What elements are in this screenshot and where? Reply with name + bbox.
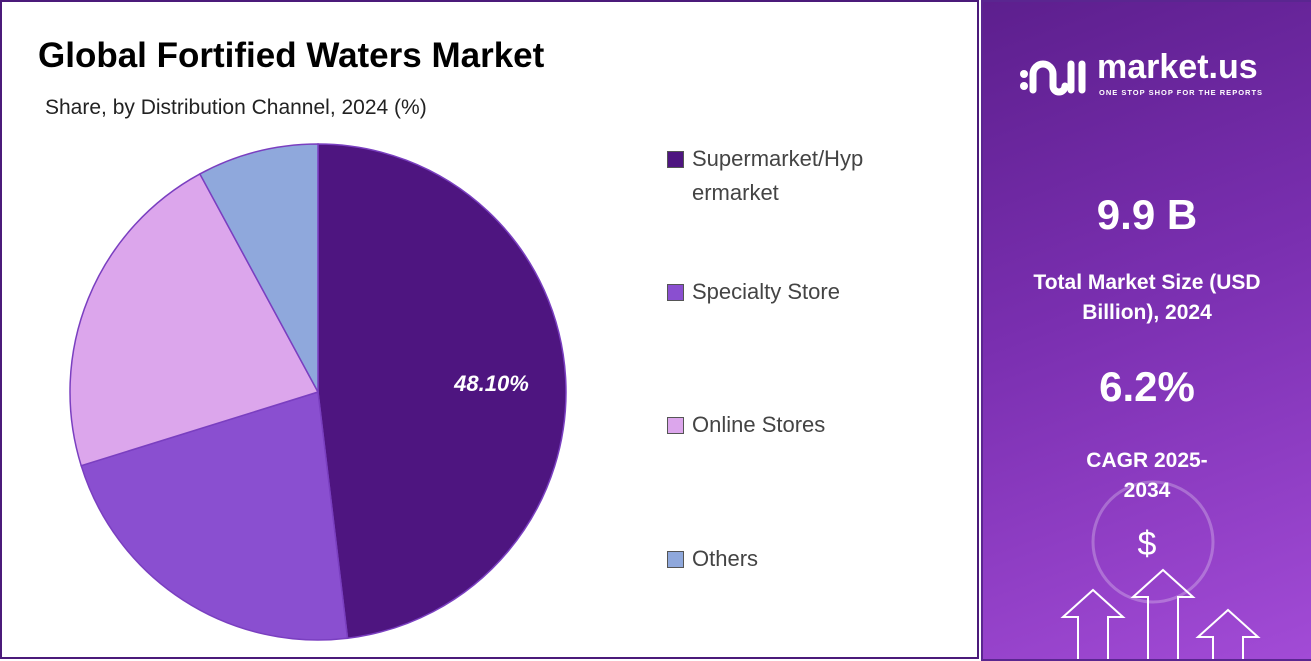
brand-logo: market.us ONE STOP SHOP FOR THE REPORTS — [1019, 48, 1289, 108]
legend-label: Specialty Store — [692, 279, 840, 304]
legend-swatch — [667, 417, 684, 434]
market-size-value: 9.9 B — [1096, 191, 1198, 238]
legend-item: Online Stores — [667, 408, 922, 442]
arrows-up-icon — [1060, 568, 1261, 659]
brand-name: market.us — [1097, 48, 1258, 86]
data-label: 48.10% — [453, 371, 529, 396]
brand-tagline: ONE STOP SHOP FOR THE REPORTS — [1099, 88, 1264, 97]
dollar-icon: $ — [1137, 525, 1157, 563]
legend: Supermarket/Hyp ermarket Specialty Store O… — [667, 142, 937, 592]
summary-panel: market.us ONE STOP SHOP FOR THE REPORTS … — [981, 0, 1311, 661]
legend-label: Supermarket/Hyp ermarket — [692, 146, 864, 205]
market-size-label: Total Market Size (USD Billion), 2024 — [1033, 271, 1261, 324]
cagr-value: 6.2% — [1099, 363, 1195, 410]
chart-panel: Global Fortified Waters Market Share, by… — [0, 0, 979, 659]
logo-icon — [1020, 60, 1086, 96]
legend-item: Specialty Store — [667, 275, 922, 309]
legend-swatch — [667, 284, 684, 301]
background-decoration — [1091, 480, 1215, 604]
pie-slice-specialty-store — [80, 391, 349, 641]
cagr-label: CAGR 2025-2034 — [1086, 449, 1208, 502]
pie-slice-online-stores — [69, 172, 320, 467]
pie-slice-others — [198, 143, 319, 393]
pie-chart: 48.10% — [69, 143, 567, 641]
legend-swatch — [667, 551, 684, 568]
chart-subtitle: Share, by Distribution Channel, 2024 (%) — [45, 96, 427, 119]
legend-item: Others — [667, 542, 922, 576]
chart-title: Global Fortified Waters Market — [38, 36, 545, 75]
legend-label: Others — [692, 546, 759, 571]
legend-item: Supermarket/Hyp ermarket — [667, 142, 922, 210]
legend-label: Online Stores — [692, 412, 826, 437]
legend-swatch — [667, 151, 684, 168]
pie-slice-supermarket-hypermarket — [317, 143, 567, 640]
